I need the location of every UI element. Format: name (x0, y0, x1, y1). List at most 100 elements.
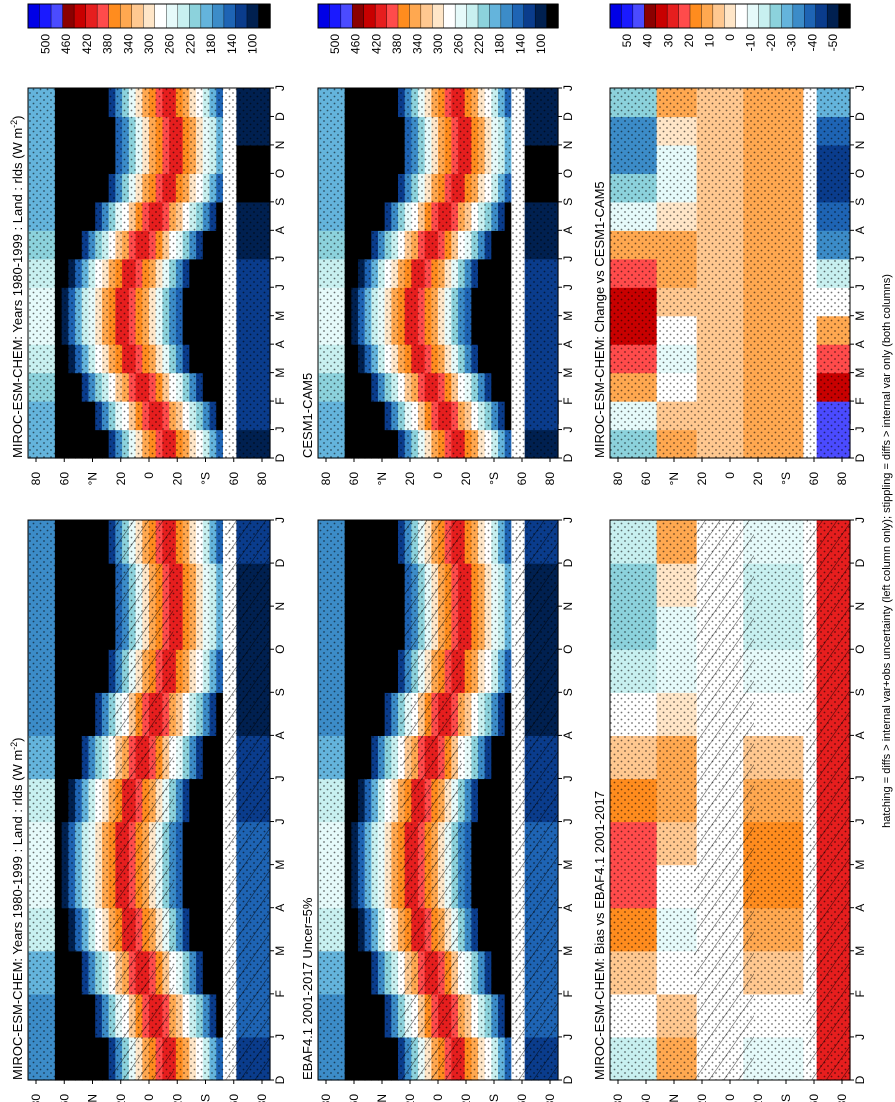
colorbar-swatch (27, 3, 41, 29)
colorbar-swatch (420, 3, 433, 29)
y-tick-label: 80 (611, 1094, 625, 1102)
x-tick-label: D (561, 558, 575, 567)
colorbar-swatch (200, 3, 214, 29)
colorbar-swatch (678, 3, 691, 29)
colorbar-label: -40 (805, 34, 819, 52)
x-tick-label: O (561, 169, 575, 178)
x-tick-label: S (853, 688, 867, 696)
x-tick-label: D (853, 558, 867, 567)
y-tick-label: 0 (142, 1094, 156, 1101)
x-tick-label: D (273, 112, 287, 121)
panel-top-left: 80 60 °N 20 0 20 °S 60 80 D J F M A M J J A S O N D J MIROC-ESM… (9, 399, 287, 1102)
hatching-overlay (806, 520, 850, 1080)
colorbar-swatch (735, 3, 748, 29)
x-tick-label: J (561, 1034, 575, 1040)
y-tick-label: °S (779, 472, 793, 485)
x-tick-label: N (853, 141, 867, 150)
x-tick-label: A (561, 731, 575, 739)
x-tick-label: J (273, 427, 287, 433)
panel-bottom-right: 80 60 °N 20 0 20 °S 60 80 D J F M A M J J A S O N D J MIROC-ESM… (592, 3, 867, 486)
colorbar: 500 460 420 380 340 300 260 220 180 140 100 (27, 3, 271, 54)
colorbar-frame (317, 3, 559, 29)
x-tick-label: A (853, 904, 867, 912)
colorbar-label: 300 (142, 34, 156, 54)
colorbar-swatch (838, 3, 851, 29)
y-tick-label: °S (487, 1094, 501, 1102)
colorbar-label: -10 (744, 34, 758, 52)
x-tick-label: A (561, 340, 575, 348)
colorbar-label: 50 (620, 34, 634, 48)
colorbar-swatch (815, 3, 828, 29)
x-tick-label: A (561, 226, 575, 234)
x-tick-label: J (273, 776, 287, 782)
panel-top-right: 80 60 °N 20 0 20 °S 60 80 D J F M A M J J A S O N D J MIROC-ESM… (9, 3, 287, 486)
y-tick-label: 80 (29, 472, 43, 486)
colorbar-label: 30 (661, 34, 675, 48)
colorbar-swatch (119, 3, 133, 29)
x-tick-label: F (561, 397, 575, 404)
x-tick-label: O (273, 169, 287, 178)
y-tick-label: 80 (319, 1094, 333, 1102)
x-tick-label: M (561, 368, 575, 378)
colorbar-swatch (792, 3, 805, 29)
colorbar-swatch (644, 3, 657, 29)
colorbar-swatch (534, 3, 548, 29)
colorbar-swatch (689, 3, 703, 29)
colorbar-label: 340 (121, 34, 135, 54)
colorbar-label: 500 (38, 34, 52, 54)
y-tick-label: 20 (170, 1094, 184, 1102)
colorbar-swatch (454, 3, 468, 29)
x-tick-label: J (853, 427, 867, 433)
y-tick-label: 80 (255, 1094, 269, 1102)
x-tick-label: A (853, 226, 867, 234)
colorbar-swatch (409, 3, 422, 29)
colorbar-label: 300 (431, 34, 445, 54)
x-tick-label: M (853, 311, 867, 321)
y-tick-label: 60 (347, 472, 361, 486)
colorbar-swatch (386, 3, 399, 29)
y-tick-label: °N (86, 1094, 100, 1102)
panel-title: MIROC-ESM-CHEM: Years 1980-1999 : Land :… (9, 737, 25, 1080)
panel-title: MIROC-ESM-CHEM: Years 1980-1999 : Land :… (9, 115, 25, 458)
y-tick-label: 60 (807, 472, 821, 486)
y-tick-label: °S (779, 1094, 793, 1102)
colorbar-swatch (655, 3, 668, 29)
x-tick-label: N (853, 602, 867, 611)
colorbar-swatch (769, 3, 783, 29)
y-tick-label: °S (199, 1094, 213, 1102)
x-tick-label: J (561, 85, 575, 91)
colorbar-swatch (329, 3, 342, 29)
y-tick-label: 0 (723, 472, 737, 479)
colorbar-label: 380 (390, 34, 404, 54)
x-tick-label: J (273, 517, 287, 523)
y-tick-label: 0 (723, 1094, 737, 1101)
y-tick-label: 60 (639, 472, 653, 486)
y-tick-label: 0 (142, 472, 156, 479)
y-tick-label: 60 (347, 1094, 361, 1102)
x-tick-label: D (273, 453, 287, 462)
colorbar-label: 180 (204, 34, 218, 54)
panel-title: EBAF4.1 2001-2017 Uncer=5% (300, 897, 315, 1080)
colorbar-swatch (131, 3, 144, 29)
y-tick-label: 60 (57, 1094, 71, 1102)
y-tick-label: 60 (515, 472, 529, 486)
y-tick-label: 60 (227, 472, 241, 486)
x-tick-label: J (273, 256, 287, 262)
y-tick-label: 20 (459, 1094, 473, 1102)
colorbar-swatch (85, 3, 98, 29)
x-tick-label: D (853, 112, 867, 121)
colorbar-label: 40 (641, 34, 655, 48)
hatching-overlay (402, 520, 462, 1080)
x-tick-label: J (853, 776, 867, 782)
colorbar-swatch (235, 3, 248, 29)
colorbar-swatch (826, 3, 840, 29)
colorbar-label: 260 (452, 34, 466, 54)
x-tick-label: S (273, 198, 287, 206)
colorbar-swatch (500, 3, 513, 29)
y-tick-label: °N (375, 1094, 389, 1102)
x-tick-label: J (561, 427, 575, 433)
colorbar-swatch (374, 3, 388, 29)
colorbar-swatch (246, 3, 260, 29)
stippling-overlay (610, 88, 850, 458)
x-tick-label: S (853, 198, 867, 206)
